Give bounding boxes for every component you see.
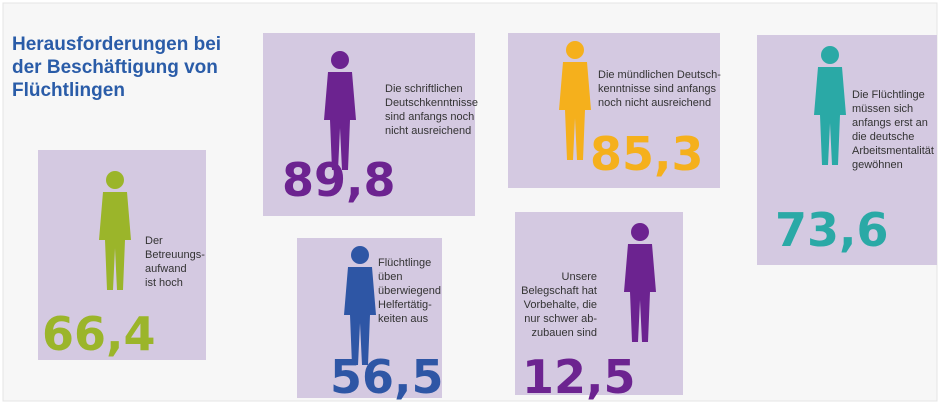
item-label: Flüchtlinge — [378, 257, 431, 269]
value-label: 89,8 — [282, 153, 396, 207]
card: Die mündlichen Deutsch-kenntnisse sind a… — [508, 33, 721, 188]
item-label: nur schwer ab- — [524, 313, 597, 325]
chart: Herausforderungen beider Beschäftigung v… — [0, 0, 940, 404]
item-label: üben — [378, 271, 402, 283]
item-label: keiten aus — [378, 313, 429, 325]
value-label: 12,5 — [522, 350, 636, 404]
item-label: ist hoch — [145, 277, 183, 289]
item-label: überwiegend — [378, 285, 441, 297]
item-label: müssen sich — [852, 103, 913, 115]
item-label: Betreuungs- — [145, 249, 205, 261]
chart-title: der Beschäftigung von — [12, 57, 218, 78]
item-label: gewöhnen — [852, 159, 903, 171]
card: Unsere Belegschaft hat Vorbehalte, die nur … — [515, 212, 683, 404]
figure-head — [821, 46, 839, 64]
value-label: 85,3 — [590, 127, 704, 181]
item-label: noch nicht ausreichend — [598, 97, 711, 109]
item-label: zubauen sind — [532, 327, 597, 339]
item-label: Die Flüchtlinge — [852, 89, 925, 101]
card: Der Betreuungs-aufwand ist hoch 66,4 — [38, 150, 206, 361]
item-label: Der — [145, 235, 163, 247]
item-label: Vorbehalte, die — [524, 299, 597, 311]
item-label: Arbeitsmentalität — [852, 145, 934, 157]
figure-head — [631, 223, 649, 241]
chart-title: Herausforderungen bei — [12, 34, 221, 55]
figure-head — [351, 246, 369, 264]
item-label: aufwand — [145, 263, 187, 275]
item-label: kenntnisse sind anfangs — [598, 83, 717, 95]
item-label: sind anfangs noch — [385, 111, 474, 123]
card: Flüchtlinge üben überwiegend Helfertätig-ke… — [297, 238, 444, 404]
item-label: Unsere — [562, 271, 597, 283]
item-label: nicht ausreichend — [385, 125, 471, 137]
item-label: Helfertätig- — [378, 299, 432, 311]
card: Die Flüchtlinge müssen sich anfangs erst a… — [757, 35, 937, 265]
value-label: 73,6 — [775, 203, 889, 257]
figure-head — [331, 51, 349, 69]
figure-head — [106, 171, 124, 189]
item-label: die deutsche — [852, 131, 914, 143]
item-label: Belegschaft hat — [521, 285, 597, 297]
value-label: 66,4 — [42, 307, 156, 361]
value-label: 56,5 — [330, 350, 444, 404]
item-label: anfangs erst an — [852, 117, 928, 129]
chart-title: Flüchtlingen — [12, 80, 125, 101]
card: Die schriftlichen Deutschkenntnisse sind a… — [263, 33, 478, 216]
item-label: Die schriftlichen — [385, 83, 463, 95]
figure-head — [566, 41, 584, 59]
item-label: Die mündlichen Deutsch- — [598, 69, 721, 81]
item-label: Deutschkenntnisse — [385, 97, 478, 109]
